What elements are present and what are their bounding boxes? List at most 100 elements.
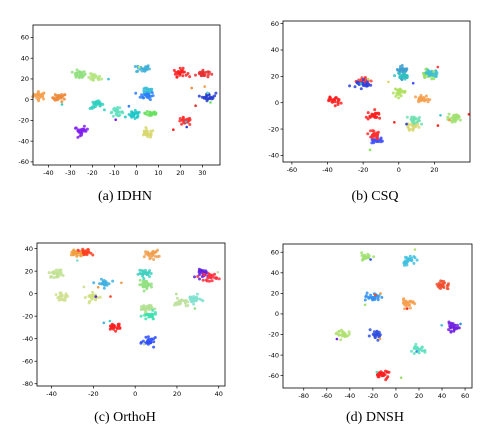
- data-point: [452, 329, 456, 333]
- data-point: [201, 68, 205, 72]
- data-point: [141, 284, 145, 287]
- data-point: [149, 251, 153, 255]
- data-point: [83, 252, 87, 256]
- data-point: [439, 279, 443, 283]
- data-point: [142, 289, 146, 293]
- data-point: [375, 330, 379, 334]
- data-point: [148, 110, 152, 114]
- data-point: [70, 70, 74, 74]
- data-point: [100, 277, 103, 281]
- outlier-point: [138, 65, 141, 69]
- outlier-point: [114, 118, 117, 121]
- data-point: [408, 300, 412, 304]
- data-point: [98, 101, 102, 105]
- data-point: [365, 255, 369, 259]
- data-point: [63, 298, 67, 302]
- data-point: [86, 248, 90, 252]
- data-point: [63, 93, 67, 97]
- data-point: [154, 250, 157, 254]
- data-point: [372, 255, 376, 259]
- data-point: [417, 125, 421, 129]
- data-point: [404, 261, 408, 265]
- data-point: [134, 91, 138, 95]
- data-point: [91, 253, 95, 257]
- data-point: [356, 80, 359, 84]
- data-point: [147, 254, 151, 258]
- data-point: [213, 94, 217, 98]
- data-point: [348, 84, 352, 88]
- outlier-point: [439, 114, 442, 117]
- data-point: [145, 313, 149, 316]
- data-point: [146, 341, 149, 345]
- data-point: [363, 76, 367, 80]
- data-point: [123, 115, 127, 119]
- data-point: [360, 251, 364, 255]
- data-point: [413, 256, 417, 260]
- y-tick-label: -60: [22, 357, 33, 365]
- data-point: [154, 112, 158, 116]
- data-point: [201, 278, 205, 282]
- outlier-point: [108, 319, 112, 323]
- y-tick-label: 0: [275, 310, 279, 318]
- data-point: [175, 296, 179, 300]
- data-point: [449, 325, 453, 329]
- data-point: [144, 272, 148, 276]
- data-point: [138, 95, 142, 99]
- x-tick-label: 0: [133, 390, 137, 398]
- data-point: [139, 314, 143, 318]
- data-point: [142, 277, 146, 281]
- y-tick-label: 60: [21, 34, 29, 42]
- outlier-point: [415, 350, 418, 353]
- caption-csq: (b) CSQ: [351, 189, 399, 204]
- x-tick-label: -20: [368, 392, 379, 400]
- data-point: [152, 340, 156, 344]
- data-point: [199, 269, 203, 273]
- x-tick-label: -30: [65, 169, 76, 177]
- data-point: [102, 286, 106, 290]
- data-point: [149, 341, 153, 345]
- data-point: [57, 270, 61, 274]
- data-point: [118, 106, 122, 110]
- y-tick-label: -60: [18, 158, 29, 166]
- outlier-point: [194, 104, 197, 107]
- data-point: [144, 126, 148, 129]
- outlier-point: [436, 65, 440, 69]
- panel-dnsh: -80 -60 -40 -20 0 20 40 60 -60 -40 -20 0 20 40 60 (d) …: [250, 222, 500, 444]
- data-point: [133, 108, 137, 112]
- y-tick-label: 0: [275, 99, 279, 107]
- data-point: [144, 252, 148, 256]
- data-point: [59, 268, 63, 272]
- data-point: [93, 73, 97, 77]
- data-point: [135, 115, 139, 119]
- data-point: [41, 92, 45, 96]
- outlier-point: [127, 104, 131, 108]
- x-tick-label: 0: [397, 166, 401, 174]
- data-point: [217, 277, 221, 281]
- outlier-point: [363, 303, 367, 307]
- data-point: [200, 95, 204, 99]
- outlier-point: [185, 125, 188, 129]
- data-point: [333, 104, 337, 108]
- data-point: [139, 308, 143, 311]
- data-point: [405, 73, 409, 77]
- outlier-point: [203, 85, 206, 88]
- data-point: [206, 75, 210, 79]
- data-point: [403, 263, 406, 267]
- data-point: [413, 302, 417, 306]
- y-tick-label: 20: [271, 73, 279, 81]
- caption-dnsh: (d) DNSH: [346, 410, 404, 425]
- data-point: [144, 250, 147, 254]
- data-point: [419, 347, 423, 351]
- data-point: [52, 276, 56, 280]
- data-point: [200, 74, 204, 77]
- data-point: [413, 117, 417, 121]
- x-tick-label: 0: [394, 392, 398, 400]
- data-point: [142, 67, 146, 71]
- data-point: [151, 94, 155, 98]
- data-point: [121, 111, 125, 115]
- data-point: [413, 345, 417, 349]
- data-point: [426, 100, 430, 104]
- data-point: [410, 119, 414, 123]
- data-point: [379, 140, 383, 144]
- data-point: [405, 115, 409, 119]
